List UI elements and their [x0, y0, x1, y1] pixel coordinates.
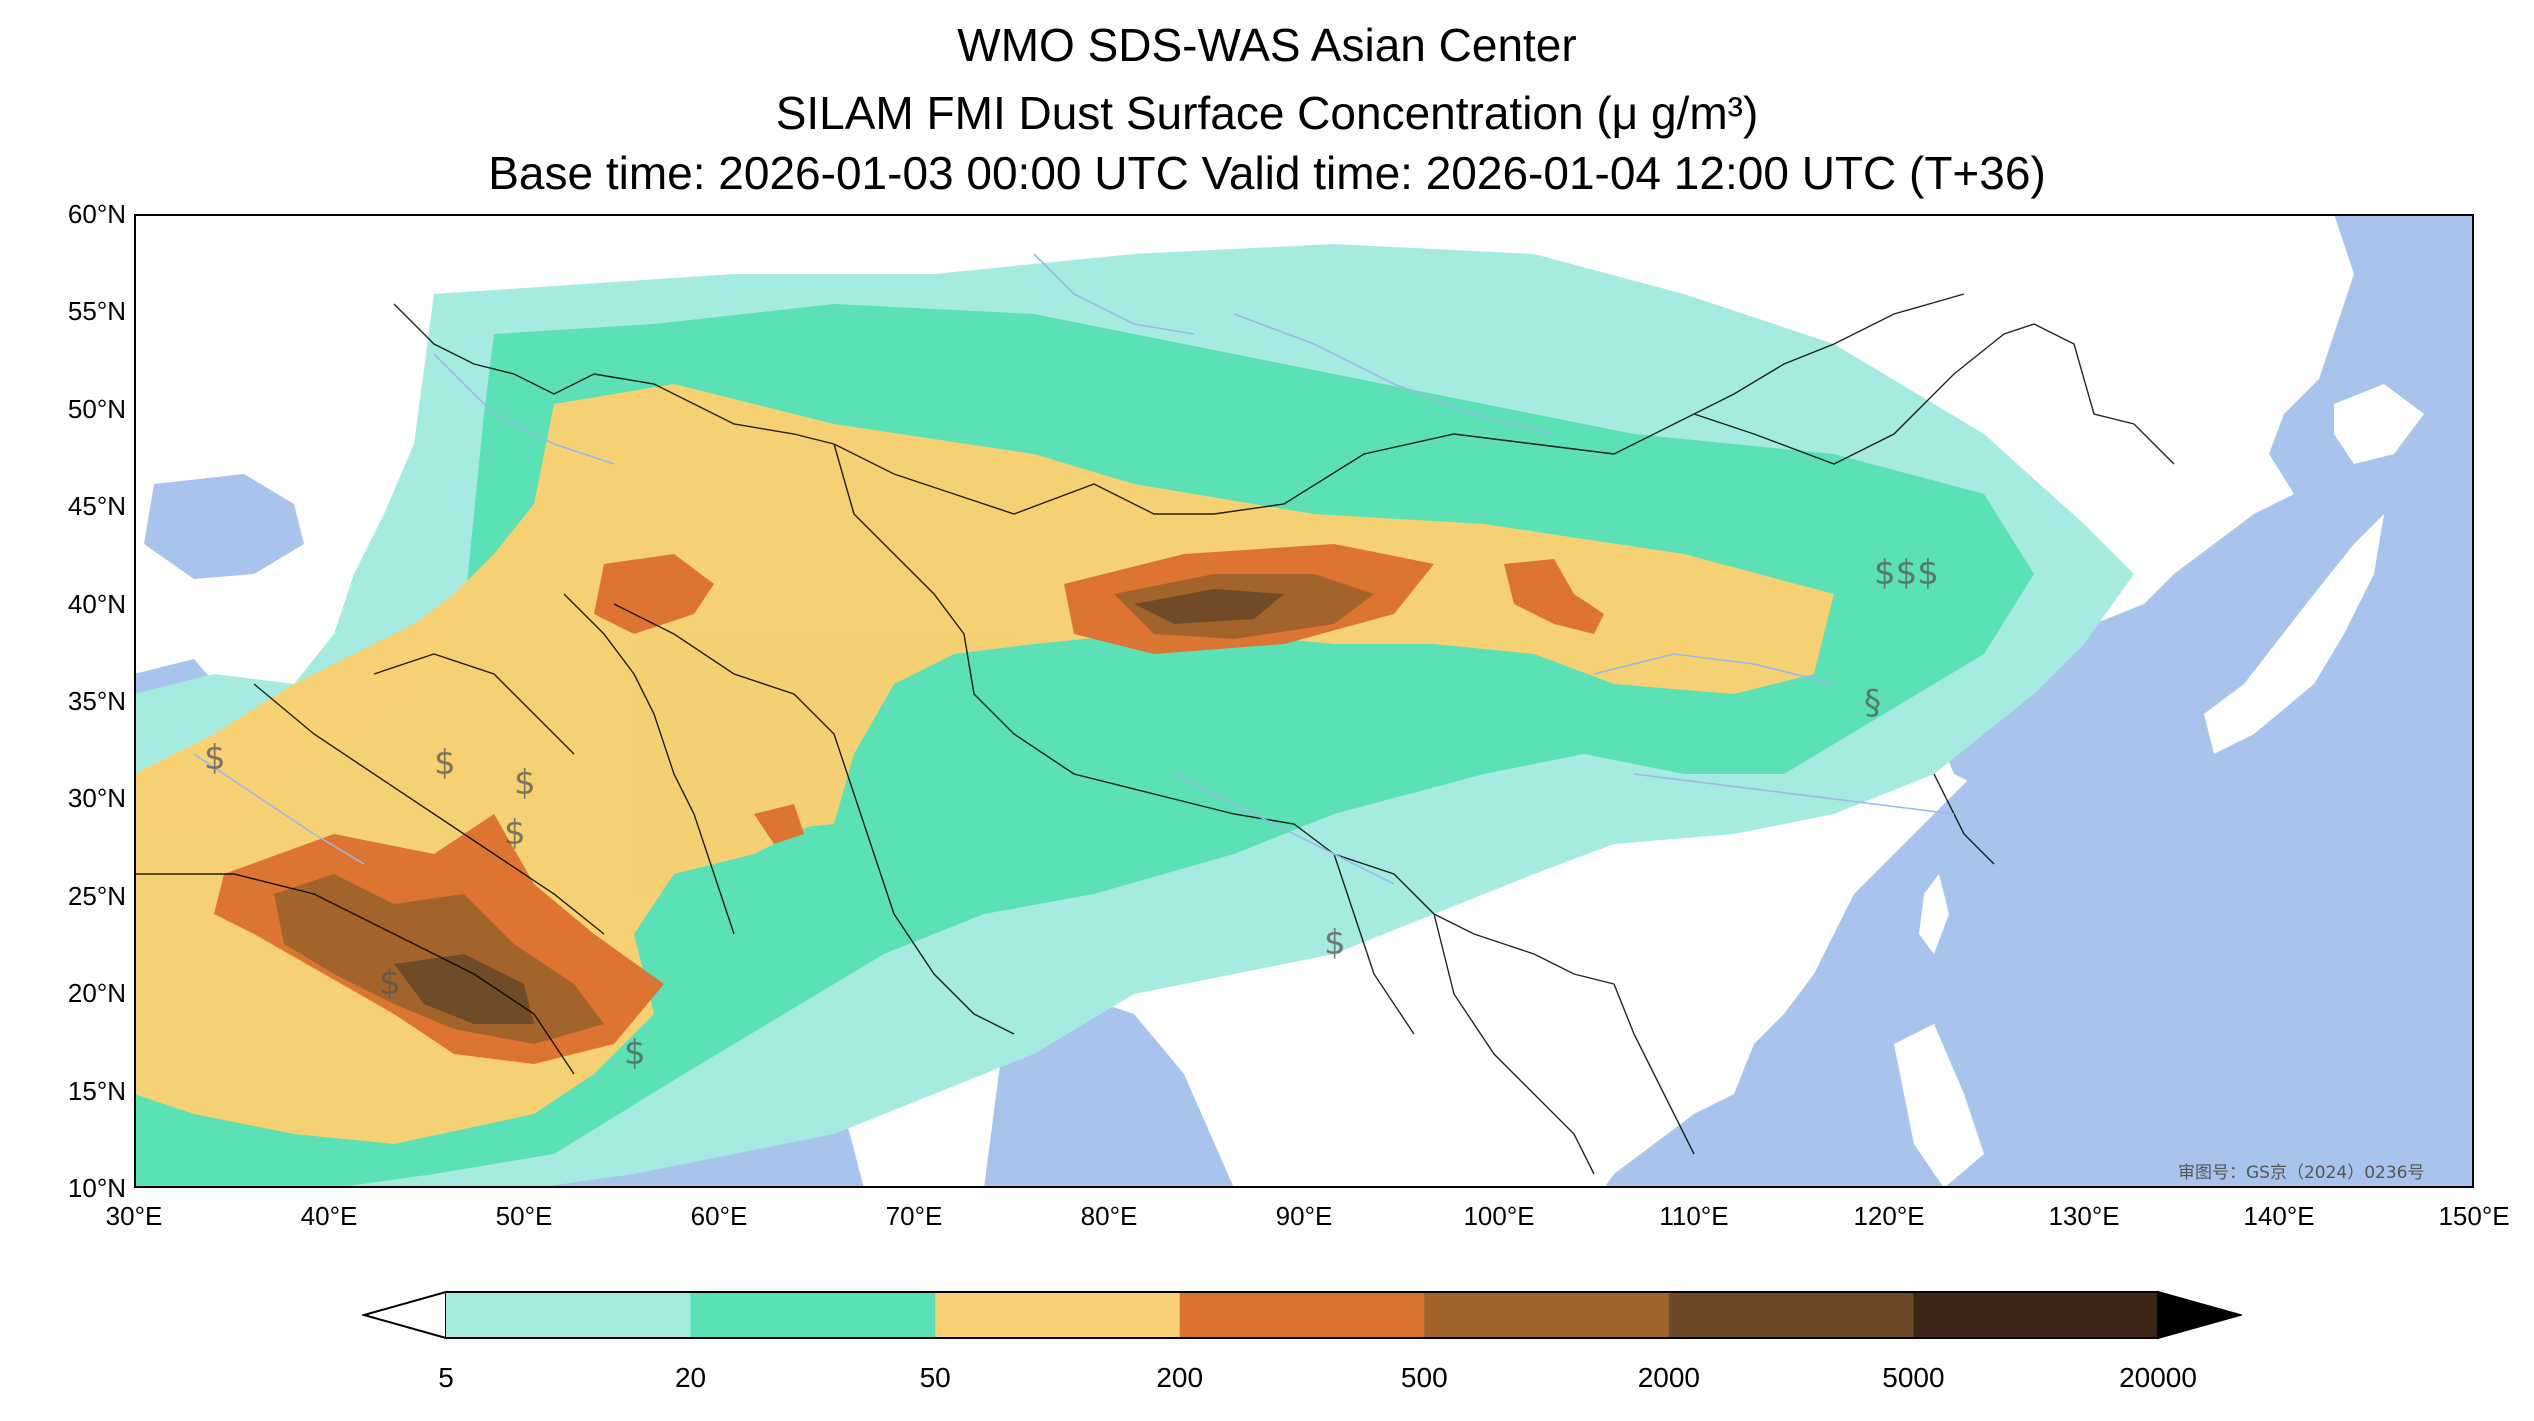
map-approval-watermark: 审图号：GS京（2024）0236号 [2178, 1163, 2425, 1183]
lat-tick-label: 55°N [67, 296, 126, 327]
colorbar-segment [690, 1292, 936, 1338]
colorbar-frame [446, 1291, 2158, 1339]
colorbar-segment [446, 1292, 692, 1338]
rivers [193, 253, 1955, 885]
lat-tick-label: 25°N [67, 880, 126, 911]
colorbar-segment [1913, 1292, 2159, 1338]
lat-tick-label: 40°N [67, 588, 126, 619]
colorbar [362, 1290, 2242, 1340]
lon-tick-label: 80°E [1080, 1201, 1138, 1231]
lon-tick-label: 130°E [2048, 1201, 2120, 1231]
dust-level-2000-5000 [394, 589, 1284, 1024]
lon-tick-label: 40°E [300, 1201, 358, 1231]
colorbar-tick-label: 500 [1400, 1362, 1448, 1393]
colorbar-tick-label: 2000 [1637, 1362, 1700, 1393]
lon-tick-label: 90°E [1275, 1201, 1333, 1231]
lon-tick-label: 100°E [1463, 1201, 1535, 1231]
lon-tick-label: 70°E [885, 1201, 943, 1231]
lon-tick-label: 120°E [1853, 1201, 1925, 1231]
hainan-land [1664, 989, 1699, 1024]
japan-land [2204, 514, 2384, 754]
colorbar-tick-label: 5 [438, 1362, 454, 1393]
map-title-line-1: WMO SDS-WAS Asian Center [957, 19, 1577, 71]
country-borders [134, 293, 2175, 1175]
lon-tick-label: 50°E [495, 1201, 553, 1231]
colorbar-over-arrow [2157, 1290, 2242, 1340]
lon-tick-label: 60°E [690, 1201, 748, 1231]
colorbar-tick-label: 20 [674, 1362, 707, 1393]
svg-text:$: $ [1324, 923, 1346, 963]
svg-text:$: $ [204, 738, 226, 778]
svg-text:$: $ [504, 813, 526, 853]
dust-source-symbols: $$$ $$$§$ $$$ [204, 553, 1939, 1073]
svg-text:$: $ [514, 763, 536, 803]
lat-tick-label: 50°N [67, 393, 126, 424]
lat-tick-label: 45°N [67, 491, 126, 522]
svg-text:$: $ [379, 963, 401, 1003]
colorbar-segment [935, 1292, 1181, 1338]
colorbar-segment [1424, 1292, 1670, 1338]
colorbar-tick-label: 200 [1156, 1362, 1204, 1393]
svg-text:$$$: $$$ [1874, 553, 1939, 593]
colorbar-tick-label: 20000 [2119, 1362, 2197, 1393]
colorbar-segment [1179, 1292, 1425, 1338]
svg-text:$: $ [624, 1033, 646, 1073]
lon-tick-label: 30°E [105, 1201, 163, 1231]
map-title-line-3: Base time: 2026-01-03 00:00 UTC Valid ti… [488, 147, 2046, 199]
taiwan-land [1919, 874, 1949, 954]
lat-tick-label: 35°N [67, 686, 126, 716]
lon-tick-label: 150°E [2438, 1201, 2510, 1231]
map-title-line-2: SILAM FMI Dust Surface Concentration (μ … [775, 87, 1759, 139]
colorbar-segment [1668, 1292, 1914, 1338]
colorbar-under-arrow [362, 1290, 447, 1340]
colorbar-tick-label: 5000 [1882, 1362, 1945, 1393]
black-sea [144, 474, 304, 579]
map-frame-border [134, 214, 2474, 1188]
lat-tick-label: 20°N [67, 978, 126, 1009]
philippines-land [1894, 1024, 1984, 1188]
lon-tick-label: 140°E [2243, 1201, 2315, 1231]
dust-concentration-map: $$$ $$$§$ $$$ [134, 214, 2474, 1188]
lat-tick-label: 30°N [67, 783, 126, 814]
lat-tick-label: 60°N [67, 199, 126, 229]
hokkaido-land [2334, 384, 2424, 464]
colorbar-tick-label: 50 [919, 1362, 951, 1393]
svg-text:§: § [1864, 683, 1881, 723]
lon-tick-label: 110°E [1659, 1201, 1729, 1231]
lat-tick-label: 10°N [67, 1173, 126, 1203]
lat-tick-label: 15°N [67, 1075, 126, 1106]
svg-text:$: $ [434, 743, 456, 783]
